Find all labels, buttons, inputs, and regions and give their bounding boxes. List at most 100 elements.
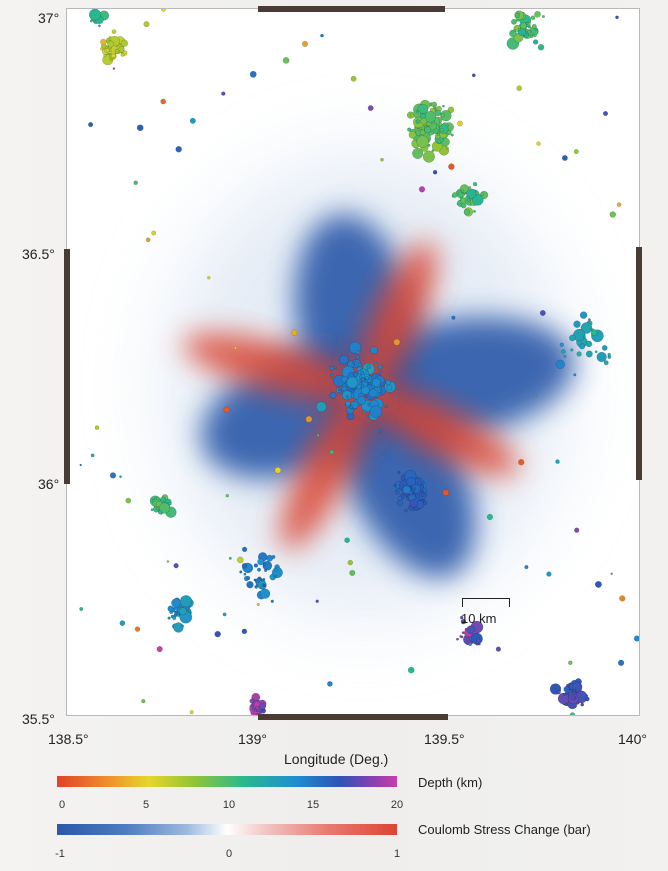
earthquake-marker	[573, 149, 579, 155]
earthquake-marker	[367, 105, 374, 112]
earthquake-marker	[385, 379, 391, 386]
earthquake-marker	[346, 376, 359, 389]
earthquake-marker	[515, 12, 521, 18]
earthquake-marker	[364, 379, 368, 383]
earthquake-marker	[570, 348, 574, 352]
earthquake-marker	[241, 563, 248, 569]
earthquake-marker	[173, 622, 184, 633]
earthquake-marker	[616, 202, 622, 207]
earthquake-marker	[588, 318, 591, 321]
earthquake-marker	[585, 340, 593, 348]
earthquake-marker	[125, 497, 132, 504]
earthquake-marker	[243, 572, 247, 576]
earthquake-marker	[633, 635, 639, 642]
earthquake-marker	[582, 335, 586, 339]
earthquake-marker	[239, 570, 243, 574]
earthquake-marker	[109, 57, 113, 61]
earthquake-marker	[349, 404, 354, 409]
earthquake-marker	[262, 578, 266, 581]
earthquake-marker	[427, 143, 431, 147]
earthquake-marker	[569, 334, 576, 342]
earthquake-marker	[291, 329, 298, 336]
coulomb-tick-0: 0	[225, 848, 233, 860]
earthquake-marker	[610, 572, 613, 575]
seismicity-map	[79, 9, 639, 715]
earthquake-marker	[301, 40, 308, 47]
earthquake-marker	[561, 155, 568, 161]
earthquake-marker	[570, 695, 576, 701]
earthquake-marker	[448, 163, 455, 170]
earthquake-marker	[619, 595, 626, 602]
earthquake-marker	[486, 513, 494, 521]
earthquake-marker	[437, 132, 441, 136]
earthquake-marker	[320, 33, 324, 38]
earthquake-markers	[79, 9, 639, 715]
depth-tick-15: 15	[306, 799, 320, 811]
earthquake-marker	[524, 565, 529, 570]
earthquake-marker	[451, 315, 456, 320]
earthquake-marker	[607, 355, 612, 359]
earthquake-marker	[439, 128, 444, 132]
earthquake-marker	[460, 635, 464, 639]
earthquake-marker	[585, 350, 593, 358]
earthquake-marker	[120, 39, 129, 47]
earthquake-marker	[351, 361, 355, 365]
coulomb-tick-1: 1	[393, 848, 401, 860]
earthquake-marker	[555, 459, 560, 464]
earthquake-marker	[241, 628, 248, 635]
earthquake-marker	[530, 15, 536, 20]
earthquake-marker	[274, 574, 278, 578]
depth-colorbar	[57, 776, 397, 787]
earthquake-marker	[254, 586, 258, 589]
earthquake-marker	[249, 698, 255, 704]
earthquake-marker	[315, 599, 319, 603]
earthquake-marker	[88, 122, 94, 128]
x-tick-138-5: 138.5°	[48, 731, 89, 747]
x-axis-title: Longitude (Deg.)	[284, 751, 389, 767]
earthquake-marker	[344, 537, 350, 544]
earthquake-marker	[90, 453, 95, 458]
earthquake-marker	[402, 485, 411, 494]
earthquake-marker	[253, 563, 258, 568]
earthquake-marker	[105, 46, 109, 49]
earthquake-marker	[366, 414, 370, 418]
earthquake-marker	[447, 106, 455, 114]
scale-bar-label: 10 km	[461, 611, 497, 626]
earthquake-marker	[433, 128, 439, 134]
earthquake-marker	[529, 34, 534, 38]
earthquake-marker	[533, 394, 537, 397]
earthquake-marker	[111, 29, 117, 35]
earthquake-marker	[249, 70, 257, 78]
earthquake-marker	[432, 105, 436, 109]
earthquake-marker	[393, 338, 401, 346]
earthquake-marker	[472, 194, 484, 206]
earthquake-marker	[341, 385, 348, 392]
earthquake-marker	[617, 659, 625, 666]
earthquake-marker	[594, 350, 598, 354]
earthquake-marker	[420, 483, 424, 486]
earthquake-marker	[556, 690, 561, 695]
earthquake-marker	[357, 362, 362, 367]
earthquake-marker	[378, 370, 382, 374]
earthquake-marker	[440, 113, 445, 118]
earthquake-marker	[166, 560, 170, 563]
earthquake-marker	[603, 360, 609, 366]
earthquake-marker	[119, 620, 126, 626]
depth-tick-10: 10	[222, 799, 236, 811]
earthquake-marker	[416, 110, 419, 114]
earthquake-marker	[259, 702, 267, 710]
earthquake-marker	[404, 509, 408, 513]
earthquake-marker	[112, 67, 116, 70]
earthquake-marker	[150, 508, 154, 512]
earthquake-marker	[207, 276, 211, 280]
earthquake-marker	[262, 563, 266, 567]
earthquake-marker	[119, 475, 122, 479]
earthquake-marker	[177, 614, 180, 617]
earthquake-marker	[407, 666, 415, 674]
earthquake-marker	[107, 40, 115, 48]
earthquake-marker	[471, 73, 476, 78]
earthquake-marker	[274, 567, 278, 572]
earthquake-marker	[595, 581, 602, 588]
earthquake-marker	[225, 494, 230, 498]
earthquake-marker	[339, 355, 349, 365]
